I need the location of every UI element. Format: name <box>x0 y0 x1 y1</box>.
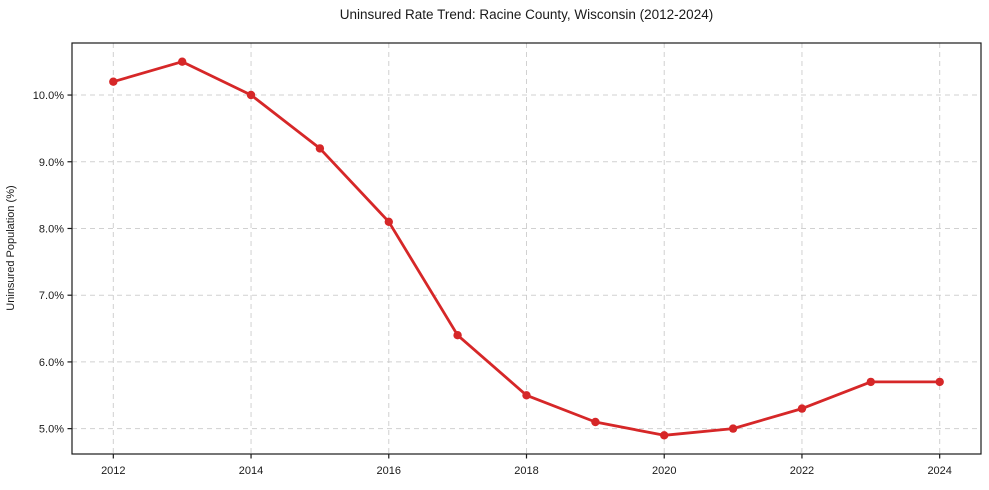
data-point <box>453 331 462 340</box>
x-tick-label: 2012 <box>101 465 125 477</box>
data-point <box>246 90 256 100</box>
data-point <box>178 57 187 66</box>
data-point <box>728 424 738 433</box>
data-point <box>109 77 118 86</box>
x-tick-label: 2018 <box>514 465 538 477</box>
y-tick-label: 7.0% <box>39 290 64 302</box>
data-point <box>866 377 875 387</box>
data-point <box>591 417 600 427</box>
x-tick-label: 2016 <box>377 465 401 477</box>
y-tick-label: 8.0% <box>39 223 64 235</box>
y-tick-label: 5.0% <box>39 424 64 436</box>
data-point <box>935 377 944 387</box>
data-point <box>315 144 325 153</box>
data-point <box>522 391 531 400</box>
y-tick-label: 6.0% <box>39 357 64 369</box>
x-tick-label: 2022 <box>790 465 814 477</box>
y-tick-label: 9.0% <box>39 157 64 169</box>
data-point <box>384 217 393 226</box>
data-point <box>797 404 807 413</box>
x-tick-label: 2014 <box>239 465 263 477</box>
x-tick-label: 2020 <box>652 465 676 477</box>
x-tick-label: 2024 <box>927 465 951 477</box>
y-tick-label: 10.0% <box>33 90 64 102</box>
data-point <box>660 431 669 440</box>
chart-title: Uninsured Rate Trend: Racine County, Wis… <box>339 7 714 22</box>
y-axis-label: Uninsured Population (%) <box>5 185 17 311</box>
